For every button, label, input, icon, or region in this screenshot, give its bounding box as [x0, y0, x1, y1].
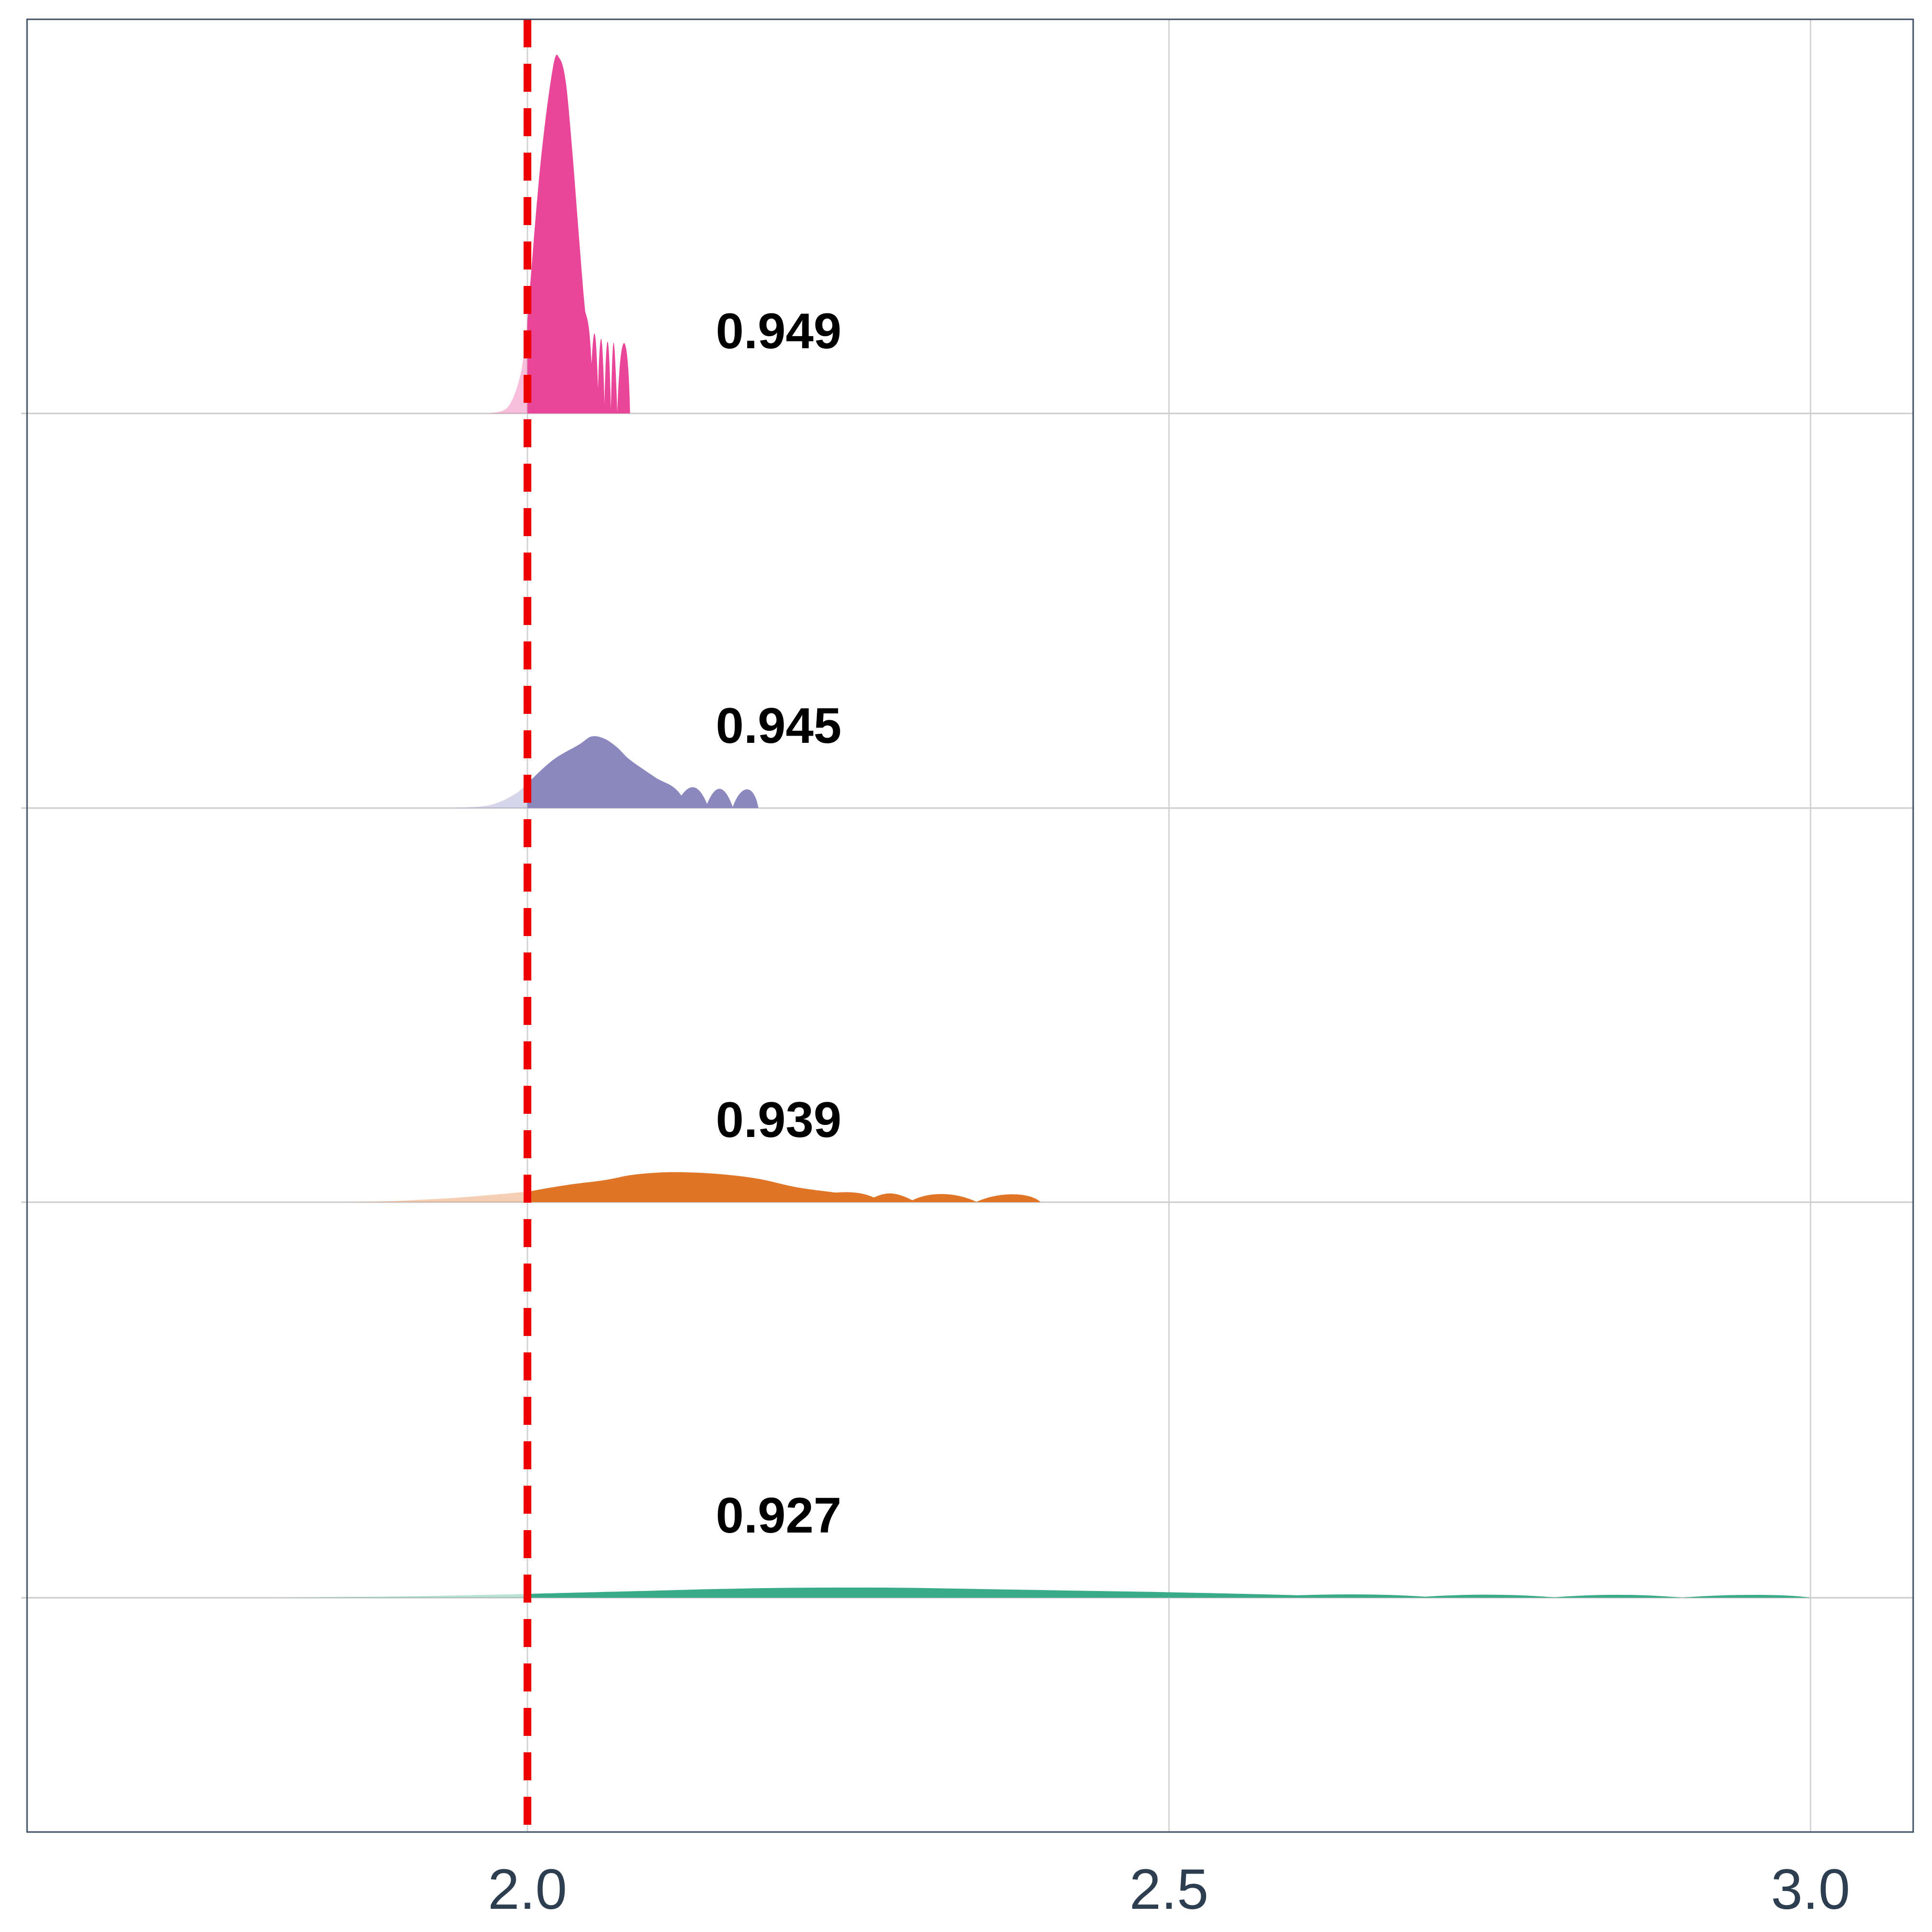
data-label-0-945: 0.945 — [716, 698, 841, 754]
density-tail-0-939 — [348, 1192, 527, 1202]
data-label-0-927: 0.927 — [716, 1488, 841, 1544]
density-tail-0-927 — [270, 1594, 527, 1598]
x-tick-label-0: 2.0 — [488, 1858, 567, 1921]
data-label-0-949: 0.949 — [716, 303, 841, 359]
density-area-0-949 — [527, 55, 630, 413]
density-area-0-939 — [527, 1172, 1041, 1202]
density-area-0-945 — [527, 736, 759, 808]
data-labels: 0.927 0.939 0.945 0.949 — [716, 303, 841, 1544]
density-tail-0-945 — [450, 783, 527, 808]
density-tail-0-949 — [489, 320, 527, 413]
data-label-0-939: 0.939 — [716, 1092, 841, 1148]
density-area-0-927 — [527, 1587, 1811, 1598]
x-tick-label-1: 2.5 — [1129, 1858, 1208, 1921]
x-tick-label-2: 3.0 — [1771, 1858, 1850, 1921]
plot-border — [26, 18, 1914, 1833]
x-axis-ticks: 2.0 2.5 3.0 — [488, 1858, 1850, 1921]
density-areas — [270, 55, 1811, 1598]
